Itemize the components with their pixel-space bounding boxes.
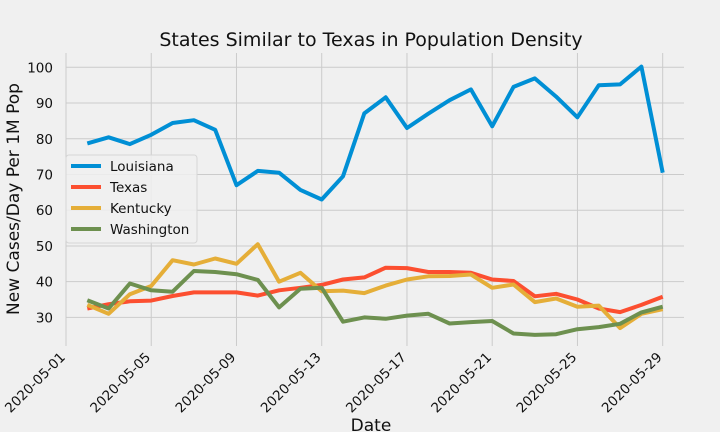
legend-label: Kentucky	[110, 201, 172, 217]
y-tick-label: 100	[27, 60, 53, 76]
x-axis-label: Date	[351, 416, 392, 432]
legend-label: Texas	[109, 180, 147, 196]
legend: Louisiana Texas Kentucky Washington	[65, 154, 198, 244]
y-tick-label: 80	[36, 132, 53, 148]
legend-label: Louisiana	[110, 159, 174, 175]
chart-title: States Similar to Texas in Population De…	[159, 29, 582, 51]
y-tick-labels: 30 40 50 60 70 80 90 100	[27, 60, 53, 326]
y-tick-label: 30	[36, 310, 53, 326]
series-layer	[86, 64, 665, 337]
legend-label: Washington	[110, 222, 189, 238]
series-line-kentucky	[86, 242, 664, 331]
series-line-texas	[86, 265, 664, 315]
y-axis-label: New Cases/Day Per 1M Pop	[4, 83, 24, 315]
y-tick-label: 40	[36, 275, 53, 291]
series-line-washington	[86, 269, 664, 337]
y-tick-label: 60	[36, 203, 53, 219]
series-line-louisiana	[86, 64, 665, 202]
legend-box	[65, 154, 198, 244]
y-tick-label: 70	[36, 167, 53, 183]
y-tick-label: 50	[36, 239, 53, 255]
y-tick-label: 90	[36, 96, 53, 112]
